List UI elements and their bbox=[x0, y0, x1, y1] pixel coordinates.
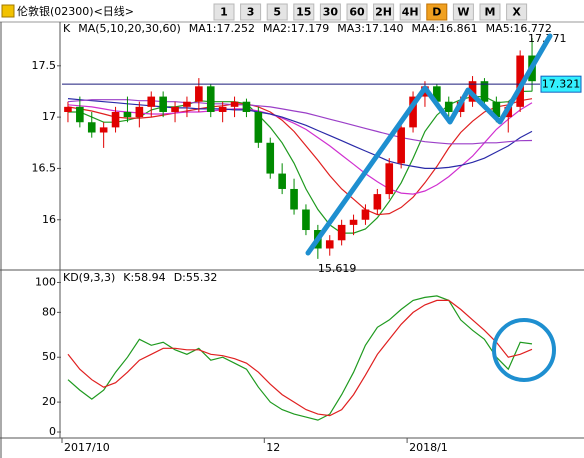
candle-body bbox=[409, 96, 417, 128]
legend-entry: MA(5,10,20,30,60) bbox=[78, 22, 181, 35]
legend-entry: MA2:17.179 bbox=[263, 22, 329, 35]
candle-body bbox=[254, 111, 263, 143]
price-label: 17.321 bbox=[542, 78, 581, 91]
candle-body bbox=[147, 96, 156, 107]
period-label: 15 bbox=[296, 6, 311, 19]
candle-body bbox=[195, 86, 203, 102]
period-button[interactable] bbox=[266, 3, 288, 21]
y-tick-label: 80 bbox=[42, 305, 56, 318]
candle-body bbox=[433, 86, 441, 102]
period-button[interactable] bbox=[452, 3, 474, 21]
period-button[interactable] bbox=[293, 3, 315, 21]
candle-body bbox=[64, 106, 72, 112]
x-tick-label: 2018/1 bbox=[409, 441, 448, 454]
series-line bbox=[67, 98, 533, 169]
legend-entry: MA3:17.140 bbox=[337, 22, 403, 35]
period-label: M bbox=[485, 6, 496, 19]
period-button[interactable] bbox=[213, 3, 235, 21]
x-tick-label: 2017/10 bbox=[64, 441, 110, 454]
series-line bbox=[67, 299, 533, 417]
candle-body bbox=[183, 101, 191, 107]
y-tick-label: 17.5 bbox=[32, 59, 57, 72]
period-label: X bbox=[512, 6, 521, 19]
legend-entry: K:58.94 bbox=[123, 271, 165, 284]
period-label: 3 bbox=[247, 6, 255, 19]
legend-entry: MA5:16.772 bbox=[486, 22, 552, 35]
candle-body bbox=[99, 127, 108, 133]
candle-body bbox=[266, 142, 275, 174]
y-tick-label: 0 bbox=[49, 425, 56, 438]
candle-body bbox=[325, 240, 334, 249]
app-icon bbox=[1, 4, 15, 18]
period-label: 5 bbox=[273, 6, 281, 19]
series-line bbox=[67, 98, 533, 216]
period-button[interactable] bbox=[479, 3, 501, 21]
period-label: 30 bbox=[323, 6, 339, 19]
period-button[interactable] bbox=[426, 3, 448, 21]
y-tick-label: 17 bbox=[42, 110, 56, 123]
y-tick-label: 16 bbox=[42, 213, 56, 226]
candle-body bbox=[76, 106, 84, 123]
period-label: 60 bbox=[349, 6, 365, 19]
candle-body bbox=[373, 194, 382, 210]
candle-body bbox=[171, 106, 179, 112]
candle-body bbox=[159, 96, 167, 112]
y-tick-label: 50 bbox=[42, 350, 56, 363]
x-tick-label: 12 bbox=[266, 441, 280, 454]
candle-body bbox=[218, 106, 227, 112]
candle-body bbox=[290, 188, 298, 210]
window-title: 伦敦银(02300)<日线> bbox=[17, 4, 134, 18]
period-label: 2H bbox=[375, 6, 392, 19]
candle-body bbox=[242, 101, 251, 112]
y-tick-label: 16.5 bbox=[32, 161, 57, 174]
min-label: 15.619 bbox=[318, 262, 357, 275]
candle-body bbox=[516, 55, 524, 107]
drawn-trend bbox=[305, 33, 553, 256]
legend-entry: D:55.32 bbox=[174, 271, 218, 284]
legend-entry: MA1:17.252 bbox=[189, 22, 255, 35]
period-button[interactable] bbox=[319, 3, 341, 21]
candle-body bbox=[278, 173, 286, 189]
candle-body bbox=[349, 219, 358, 225]
period-label: 1 bbox=[220, 6, 228, 19]
period-button[interactable] bbox=[240, 3, 262, 21]
candle-body bbox=[302, 209, 310, 231]
period-label: D bbox=[432, 6, 441, 19]
period-button[interactable] bbox=[399, 3, 421, 21]
candle-body bbox=[444, 101, 453, 112]
period-button[interactable] bbox=[506, 3, 528, 21]
y-tick-label: 100 bbox=[35, 275, 56, 288]
candle-body bbox=[492, 101, 501, 118]
period-label: 4H bbox=[402, 6, 419, 19]
period-button[interactable] bbox=[346, 3, 368, 21]
candle-body bbox=[397, 127, 405, 164]
candle-body bbox=[123, 111, 132, 118]
candle-body bbox=[230, 101, 239, 107]
y-tick-label: 20 bbox=[42, 395, 56, 408]
price-box bbox=[540, 75, 582, 93]
candle-body bbox=[480, 81, 489, 102]
candle-body bbox=[111, 111, 120, 128]
series-line bbox=[67, 295, 533, 421]
candle-body bbox=[337, 224, 346, 241]
legend-entry: KD(9,3,3) bbox=[63, 271, 115, 284]
candle-body bbox=[206, 86, 215, 112]
period-label: W bbox=[457, 6, 469, 19]
candle-body bbox=[87, 122, 96, 133]
drawn-circle bbox=[492, 318, 556, 382]
candle-body bbox=[361, 209, 370, 220]
candle-body bbox=[385, 163, 394, 195]
legend-entry: K bbox=[63, 22, 71, 35]
candle-body bbox=[135, 106, 144, 118]
series-line bbox=[67, 99, 533, 145]
period-button[interactable] bbox=[373, 3, 395, 21]
series-line bbox=[67, 102, 533, 195]
legend-entry: MA4:16.861 bbox=[411, 22, 477, 35]
